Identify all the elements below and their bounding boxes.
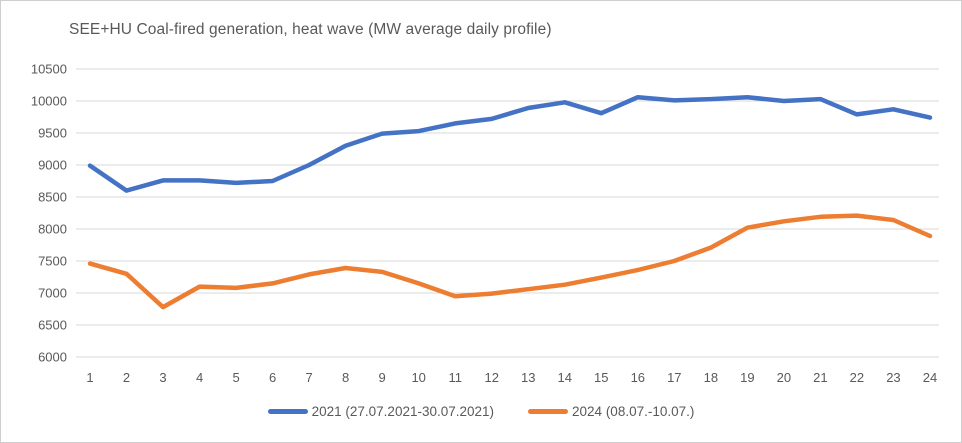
x-tick-label-8: 8 bbox=[342, 370, 349, 385]
x-tick-label-5: 5 bbox=[232, 370, 239, 385]
x-tick-label-16: 16 bbox=[631, 370, 645, 385]
x-tick-label-17: 17 bbox=[667, 370, 681, 385]
x-tick-label-6: 6 bbox=[269, 370, 276, 385]
y-tick-label-8000: 8000 bbox=[38, 222, 67, 237]
x-tick-label-22: 22 bbox=[850, 370, 864, 385]
x-tick-label-4: 4 bbox=[196, 370, 203, 385]
legend-label-2021: 2021 (27.07.2021-30.07.2021) bbox=[311, 404, 495, 419]
y-tick-label-10500: 10500 bbox=[31, 62, 67, 77]
x-tick-label-1: 1 bbox=[86, 370, 93, 385]
y-tick-label-9000: 9000 bbox=[38, 158, 67, 173]
y-tick-label-6000: 6000 bbox=[38, 350, 67, 365]
x-tick-label-15: 15 bbox=[594, 370, 608, 385]
series-line-2024 bbox=[87, 213, 933, 310]
x-tick-label-14: 14 bbox=[558, 370, 572, 385]
x-tick-label-23: 23 bbox=[886, 370, 900, 385]
y-tick-label-6500: 6500 bbox=[38, 318, 67, 333]
legend-item-2024: 2024 (08.07.-10.07.) bbox=[528, 404, 694, 419]
y-tick-label-10000: 10000 bbox=[31, 94, 67, 109]
x-tick-label-20: 20 bbox=[777, 370, 791, 385]
legend-item-2021: 2021 (27.07.2021-30.07.2021) bbox=[267, 404, 495, 419]
x-tick-label-7: 7 bbox=[306, 370, 313, 385]
x-tick-label-13: 13 bbox=[521, 370, 535, 385]
x-tick-label-9: 9 bbox=[379, 370, 386, 385]
x-tick-label-18: 18 bbox=[704, 370, 718, 385]
x-tick-label-24: 24 bbox=[923, 370, 937, 385]
chart-title: SEE+HU Coal-fired generation, heat wave … bbox=[69, 21, 552, 38]
chart-legend: 2021 (27.07.2021-30.07.2021) 2024 (08.07… bbox=[1, 404, 961, 419]
x-tick-label-19: 19 bbox=[740, 370, 754, 385]
x-tick-label-3: 3 bbox=[159, 370, 166, 385]
x-tick-label-11: 11 bbox=[448, 370, 462, 385]
y-tick-label-7500: 7500 bbox=[38, 254, 67, 269]
x-tick-label-21: 21 bbox=[813, 370, 827, 385]
legend-swatch-2021 bbox=[267, 409, 308, 414]
legend-label-2024: 2024 (08.07.-10.07.) bbox=[572, 404, 695, 419]
series-line-2021 bbox=[87, 94, 933, 193]
y-tick-label-7000: 7000 bbox=[38, 286, 67, 301]
y-tick-label-9500: 9500 bbox=[38, 126, 67, 141]
x-tick-label-2: 2 bbox=[123, 370, 130, 385]
x-tick-label-10: 10 bbox=[411, 370, 425, 385]
y-tick-label-8500: 8500 bbox=[38, 190, 67, 205]
x-tick-label-12: 12 bbox=[484, 370, 498, 385]
legend-swatch-2024 bbox=[528, 409, 569, 414]
